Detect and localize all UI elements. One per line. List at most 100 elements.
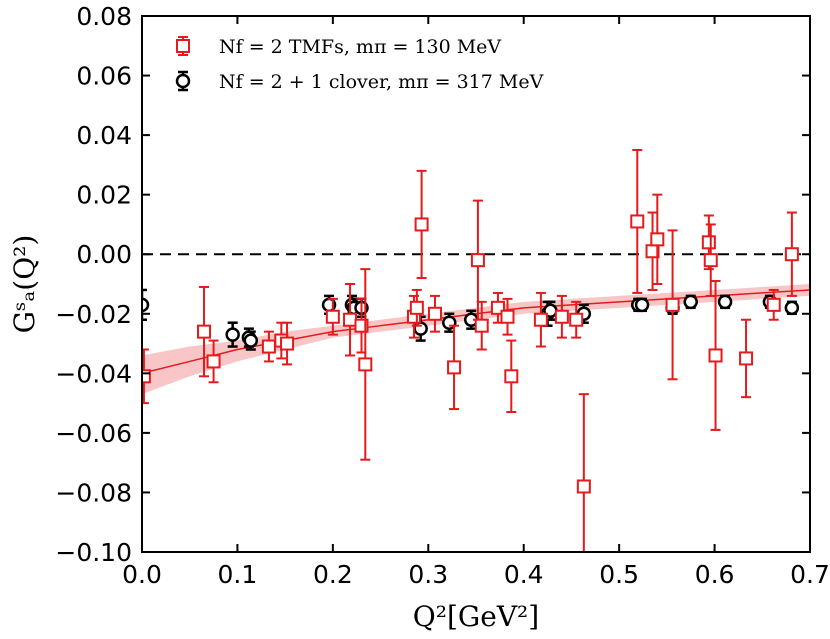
circle-marker <box>243 333 259 348</box>
y-tick-label: 0.06 <box>76 62 132 91</box>
data-point <box>358 268 373 461</box>
circle-marker <box>225 327 240 342</box>
square-marker <box>784 247 799 262</box>
data-point <box>569 300 584 339</box>
square-marker <box>533 312 548 327</box>
square-marker <box>739 351 754 366</box>
data-point <box>784 211 799 297</box>
square-marker <box>206 354 221 369</box>
x-tick-label: 0.5 <box>599 560 639 589</box>
legend-circle-marker <box>175 73 191 89</box>
square-marker <box>358 357 373 372</box>
data-point <box>739 318 754 399</box>
data-point <box>142 288 150 321</box>
square-marker <box>470 253 485 268</box>
series-layer <box>142 149 800 552</box>
data-point <box>325 297 340 336</box>
x-tick-label: 0.2 <box>313 560 353 589</box>
x-tick-label: 0.3 <box>408 560 448 589</box>
series-clover <box>142 288 800 351</box>
data-point <box>576 393 591 552</box>
data-point <box>409 288 424 327</box>
data-point <box>243 330 259 351</box>
data-point <box>206 339 221 384</box>
y-axis-title: Gˢₐ(Q²) <box>8 235 41 334</box>
legend-entry-tmf: Nf = 2 TMFs, mπ = 130 MeV <box>176 36 501 58</box>
data-point <box>630 149 645 294</box>
data-point <box>533 291 548 348</box>
x-axis-title: Q²[GeV²] <box>413 600 539 633</box>
data-point <box>343 283 358 357</box>
y-tick-label: 0.04 <box>76 121 132 150</box>
data-point <box>683 294 698 310</box>
legend-label-clover: Nf = 2 + 1 clover, mπ = 317 MeV <box>219 71 544 93</box>
circle-marker <box>683 294 698 310</box>
x-tick-label: 0.0 <box>122 560 162 589</box>
data-point <box>490 291 505 324</box>
square-marker <box>197 324 212 339</box>
data-point <box>784 300 800 316</box>
y-tick-label: 0.08 <box>76 2 132 31</box>
circle-marker <box>142 297 150 313</box>
data-point <box>225 321 240 348</box>
data-point <box>554 294 569 339</box>
data-point <box>414 169 429 280</box>
square-marker <box>261 339 276 354</box>
legend-label-tmf: Nf = 2 TMFs, mπ = 130 MeV <box>219 36 501 58</box>
square-marker <box>554 309 569 324</box>
square-marker <box>569 312 584 327</box>
data-point <box>447 324 462 411</box>
x-tick-label: 0.6 <box>695 560 735 589</box>
square-marker <box>414 217 429 232</box>
data-point <box>280 321 295 366</box>
y-tick-label: −0.06 <box>55 419 132 448</box>
legend-entry-clover: Nf = 2 + 1 clover, mπ = 317 MeV <box>175 70 544 93</box>
square-marker <box>343 312 358 327</box>
legend-square-marker <box>176 39 190 53</box>
square-marker <box>701 235 716 250</box>
series-tmf <box>142 149 799 552</box>
square-marker <box>325 309 340 324</box>
y-tick-label: −0.02 <box>55 300 132 329</box>
square-marker <box>500 309 515 324</box>
legend: Nf = 2 TMFs, mπ = 130 MeV Nf = 2 + 1 clo… <box>175 36 544 93</box>
data-point <box>708 280 723 431</box>
y-tick-label: 0.02 <box>76 181 132 210</box>
plot-frame <box>141 15 811 553</box>
tick-labels-layer: 0.0 0.1 0.2 0.3 0.4 0.5 0.6 0.7 0.08 0.06 0.04 0.02… <box>55 2 830 589</box>
square-marker <box>703 253 718 268</box>
data-point <box>427 294 442 333</box>
y-tick-label: −0.08 <box>55 478 132 507</box>
square-marker <box>280 336 295 351</box>
x-tick-label: 0.1 <box>218 560 258 589</box>
square-marker <box>766 297 781 312</box>
data-point <box>650 193 665 285</box>
data-point <box>504 339 519 414</box>
square-marker <box>409 300 424 315</box>
data-point <box>703 223 718 297</box>
square-marker <box>665 297 680 312</box>
data-point <box>261 330 276 363</box>
square-marker <box>447 360 462 375</box>
square-marker <box>474 318 489 333</box>
square-marker <box>504 369 519 384</box>
circle-marker <box>784 300 800 316</box>
square-marker <box>427 306 442 321</box>
x-tick-label: 0.7 <box>790 560 830 589</box>
ticks-layer <box>141 15 811 553</box>
y-tick-label: −0.04 <box>55 359 132 388</box>
data-point <box>142 348 151 405</box>
data-point <box>766 288 781 321</box>
square-marker <box>630 214 645 229</box>
data-point <box>197 285 212 378</box>
square-marker <box>708 348 723 363</box>
square-marker <box>650 232 665 247</box>
y-tick-label: −0.10 <box>55 538 132 567</box>
data-point <box>717 294 733 310</box>
square-marker <box>142 369 151 384</box>
x-tick-label: 0.4 <box>504 560 544 589</box>
data-point <box>500 297 515 336</box>
square-marker <box>576 479 591 494</box>
circle-marker <box>717 294 733 310</box>
